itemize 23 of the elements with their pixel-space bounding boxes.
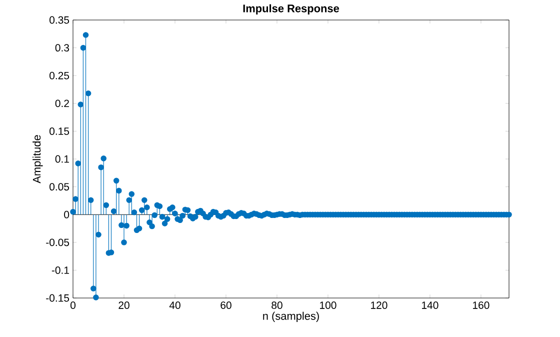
x-tick-label: 80 — [272, 302, 282, 309]
x-axis-title: n (samples) — [263, 312, 319, 322]
x-tick-label: 100 — [320, 302, 336, 309]
y-tick-label: 0.05 — [50, 183, 70, 191]
x-tick-label: 0 — [70, 302, 76, 309]
y-tick-label: 0.2 — [55, 100, 69, 108]
y-tick-label: -0.05 — [46, 238, 70, 246]
y-tick-label: 0.25 — [50, 72, 70, 80]
y-axis-title: Amplitude — [32, 135, 43, 184]
y-tick-label: 0.35 — [50, 16, 70, 24]
y-tick-label: -0.1 — [52, 266, 69, 274]
x-tick-label: 60 — [220, 302, 232, 309]
x-tick-label: 40 — [169, 302, 180, 309]
y-tick-label: 0.15 — [50, 128, 70, 135]
x-tick-label: 20 — [118, 302, 130, 309]
y-tick-label: 0.1 — [55, 155, 69, 163]
y-tick-label: 0 — [64, 210, 70, 218]
x-tick-label: 140 — [422, 302, 438, 309]
chart-title: Impulse Response — [243, 4, 340, 14]
x-tick-label: 160 — [473, 302, 490, 309]
y-tick-label: 0.3 — [55, 44, 70, 52]
x-tick-label: 120 — [371, 302, 388, 309]
y-tick-label: -0.15 — [46, 294, 70, 302]
